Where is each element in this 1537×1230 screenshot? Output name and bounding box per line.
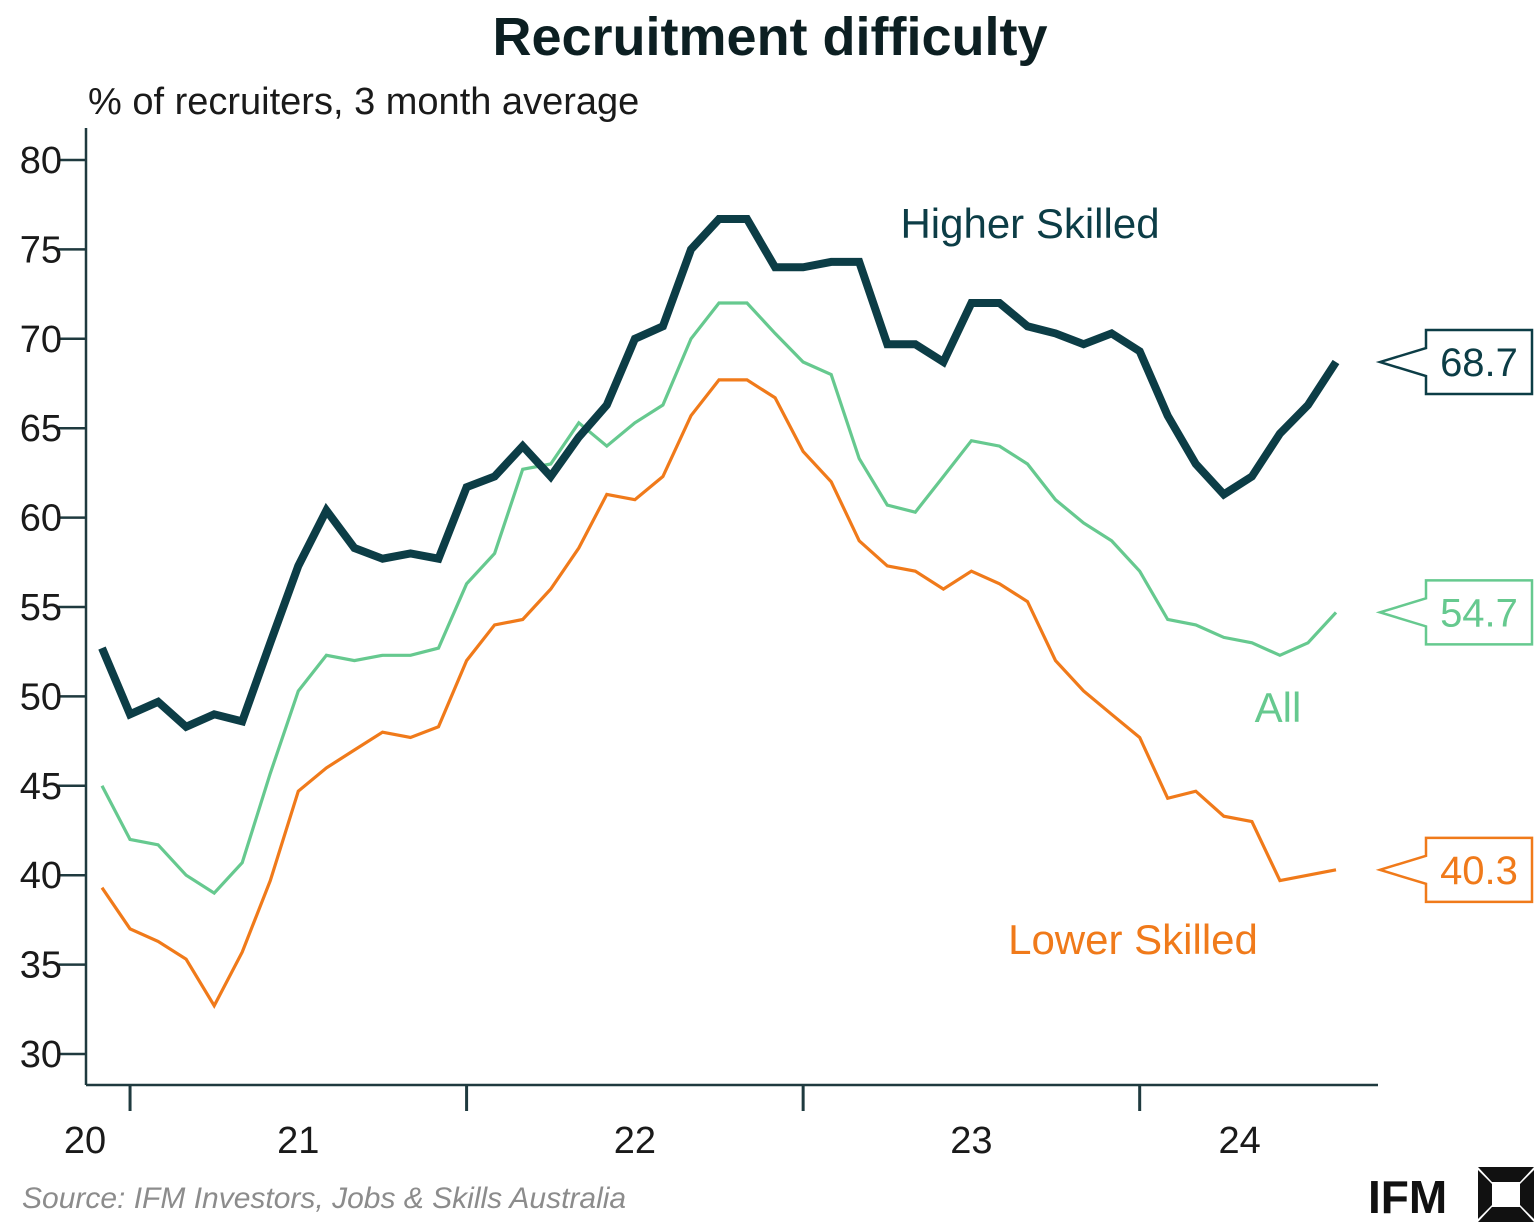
logo-mark-icon — [1478, 1167, 1534, 1222]
y-tick-label: 60 — [20, 498, 62, 540]
series-lines — [98, 215, 1340, 1009]
series-line-lower-skilled — [100, 378, 1337, 1009]
end-value-label: 68.7 — [1440, 341, 1518, 385]
y-tick-label: 30 — [20, 1034, 62, 1076]
x-tick-label: 22 — [614, 1120, 656, 1162]
y-tick-label: 70 — [20, 319, 62, 361]
axes: 30 35 40 45 50 55 60 65 70 75 80 20 21 22 23 24 — [20, 128, 1378, 1162]
series-label-higher-skilled: Higher Skilled — [900, 200, 1159, 247]
ifm-logo: IFM — [1368, 1167, 1534, 1223]
series-label-all: All — [1255, 684, 1302, 731]
y-tick-label: 50 — [20, 676, 62, 718]
x-tick-label: 20 — [64, 1120, 106, 1162]
y-tick-label: 55 — [20, 587, 62, 629]
chart-subtitle: % of recruiters, 3 month average — [88, 81, 639, 123]
end-value-callout-box — [1375, 328, 1534, 396]
y-tick-label: 80 — [20, 140, 62, 182]
y-tick-label: 40 — [20, 855, 62, 897]
series-line-all — [100, 301, 1338, 896]
y-tick-label: 45 — [20, 766, 62, 808]
x-tick-label: 21 — [277, 1120, 319, 1162]
series-line-higher-skilled — [98, 215, 1340, 732]
end-value-callout-box — [1375, 836, 1534, 904]
y-tick-label: 35 — [20, 945, 62, 987]
series-label-lower-skilled: Lower Skilled — [1008, 916, 1258, 963]
end-callouts: 68.7 54.7 40.3 — [1375, 328, 1534, 904]
x-tick-label: 24 — [1219, 1120, 1261, 1162]
source-note: Source: IFM Investors, Jobs & Skills Aus… — [22, 1182, 626, 1215]
y-tick-label: 65 — [20, 408, 62, 450]
y-tick-label: 75 — [20, 229, 62, 271]
end-value-callout-box — [1375, 579, 1534, 646]
end-value-label: 54.7 — [1440, 591, 1518, 635]
x-tick-label: 23 — [950, 1120, 992, 1162]
end-value-label: 40.3 — [1440, 849, 1518, 893]
logo-text: IFM — [1368, 1171, 1447, 1223]
chart-title: Recruitment difficulty — [492, 7, 1047, 67]
